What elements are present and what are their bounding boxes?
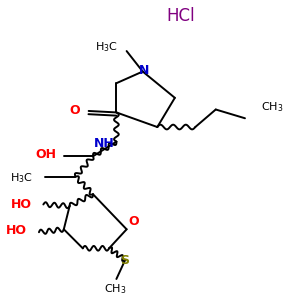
Text: S: S <box>120 254 129 267</box>
Text: HCl: HCl <box>167 7 195 25</box>
Text: NH: NH <box>94 136 115 150</box>
Text: CH$_3$: CH$_3$ <box>104 283 126 296</box>
Text: HO: HO <box>6 224 27 237</box>
Text: O: O <box>128 215 139 228</box>
Text: CH$_3$: CH$_3$ <box>261 100 284 114</box>
Text: H$_3$C: H$_3$C <box>95 40 118 54</box>
Text: O: O <box>69 104 80 118</box>
Text: HO: HO <box>11 198 32 211</box>
Text: N: N <box>139 64 149 77</box>
Text: OH: OH <box>35 148 56 161</box>
Text: H$_3$C: H$_3$C <box>10 171 33 185</box>
